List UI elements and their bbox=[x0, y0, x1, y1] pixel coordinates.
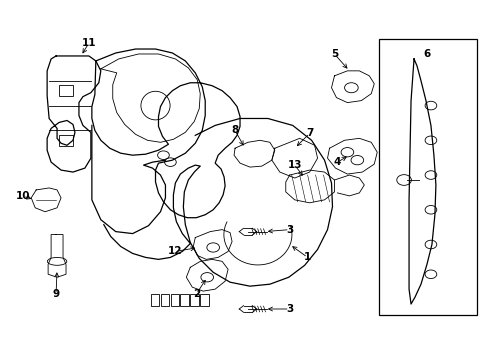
Bar bbox=[170, 294, 179, 306]
Text: 7: 7 bbox=[305, 129, 313, 138]
Text: 11: 11 bbox=[81, 38, 96, 48]
Bar bbox=[59, 85, 73, 96]
Bar bbox=[150, 294, 159, 306]
Text: 1: 1 bbox=[304, 252, 311, 262]
Text: 13: 13 bbox=[287, 160, 302, 170]
Text: 3: 3 bbox=[285, 304, 293, 314]
Text: 2: 2 bbox=[192, 289, 200, 299]
Bar bbox=[379, 39, 476, 315]
Text: 6: 6 bbox=[423, 49, 430, 59]
Text: 12: 12 bbox=[168, 247, 183, 256]
Bar bbox=[160, 294, 169, 306]
Text: 9: 9 bbox=[52, 289, 60, 299]
Bar bbox=[200, 294, 209, 306]
Text: 10: 10 bbox=[16, 191, 30, 201]
Text: 4: 4 bbox=[333, 157, 341, 167]
Bar bbox=[59, 135, 73, 146]
Text: 3: 3 bbox=[285, 225, 293, 235]
Bar bbox=[180, 294, 189, 306]
Text: 5: 5 bbox=[330, 49, 337, 59]
Bar bbox=[190, 294, 199, 306]
Text: 8: 8 bbox=[231, 125, 238, 135]
